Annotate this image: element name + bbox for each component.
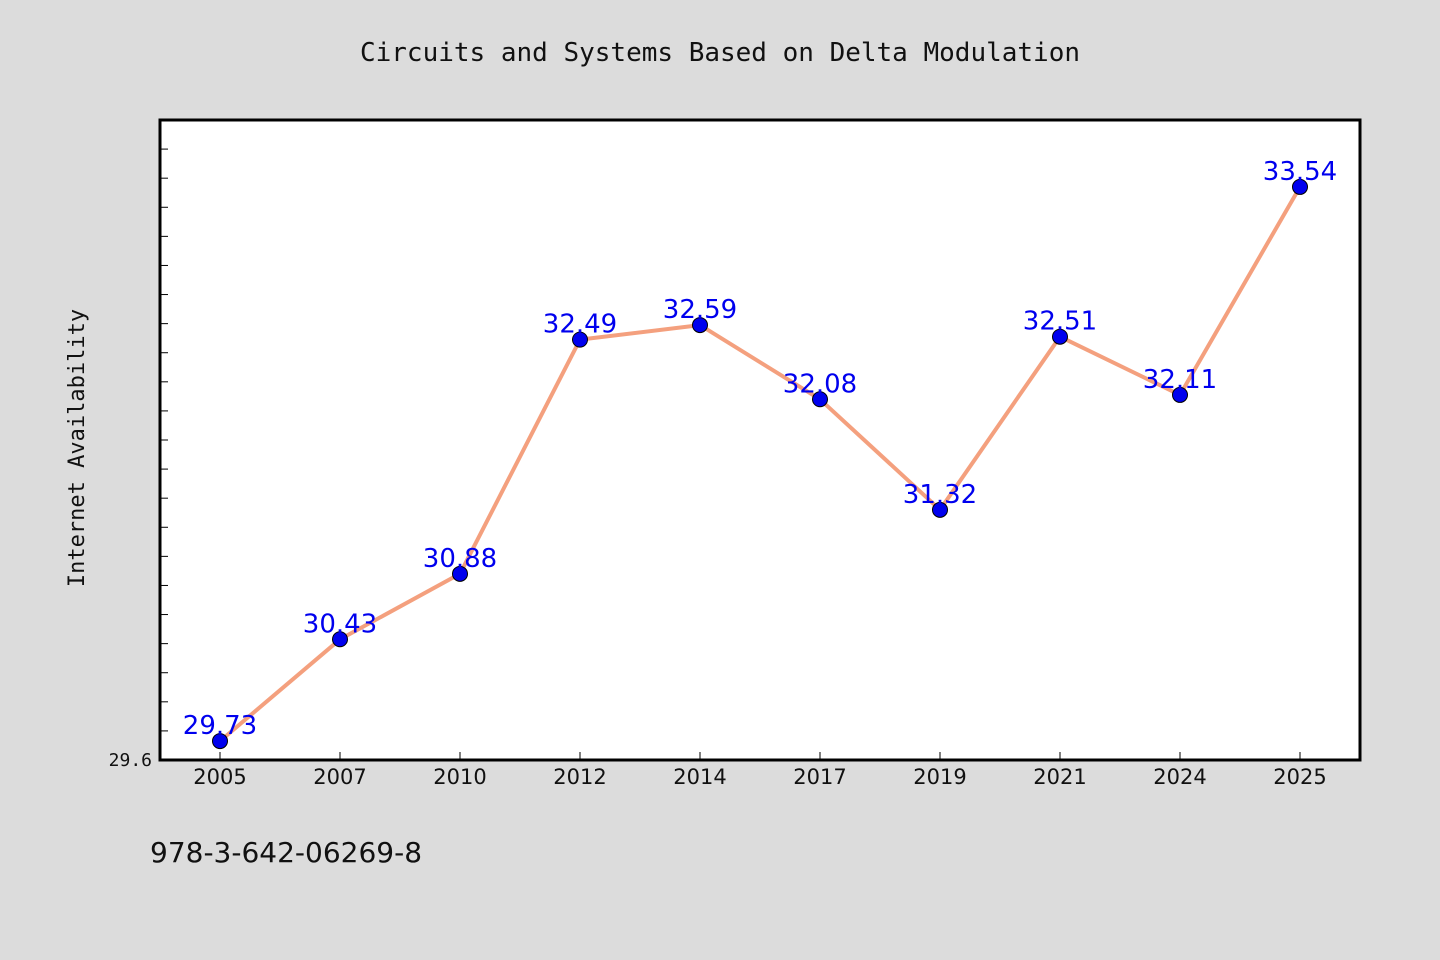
plot-frame — [158, 118, 1362, 762]
x-tick-label: 2010 — [433, 765, 486, 789]
x-tick-label: 2019 — [913, 765, 966, 789]
data-label: 30.88 — [423, 544, 497, 574]
series-line-layer — [218, 184, 1302, 744]
data-point — [1052, 328, 1068, 345]
data-point — [1172, 386, 1188, 403]
data-point — [572, 331, 588, 348]
data-label: 32.11 — [1143, 365, 1217, 395]
x-tick-label: 2005 — [193, 765, 246, 789]
x-tick-label: 2021 — [1033, 765, 1086, 789]
data-point — [452, 565, 468, 582]
chart-title: Circuits and Systems Based on Delta Modu… — [360, 38, 1080, 68]
x-tick-label: 2012 — [553, 765, 606, 789]
x-axis-ticks: 2005 2007 2010 2012 2014 2017 2019 2021 2024 2025 — [193, 752, 1327, 789]
data-labels: 29.73 30.43 30.88 32.49 32.59 32.08 31.32 32.51… — [183, 157, 1337, 741]
x-tick-label: 2014 — [673, 765, 726, 789]
isbn-footer: 978-3-642-06269-8 — [150, 836, 422, 869]
data-label: 29.73 — [183, 711, 257, 741]
data-label: 31.32 — [903, 480, 977, 510]
data-label: 32.51 — [1023, 307, 1097, 337]
data-label: 32.08 — [783, 369, 857, 399]
series-line — [218, 184, 1302, 744]
data-markers — [212, 178, 1308, 750]
x-tick-label: 2007 — [313, 765, 366, 789]
data-point — [812, 391, 828, 408]
data-label: 33.54 — [1263, 157, 1337, 187]
data-label: 32.49 — [543, 310, 617, 340]
y-axis-label: Internet Availability — [65, 309, 90, 587]
data-point — [332, 631, 348, 648]
y-tick-label: 29.6 — [109, 750, 152, 771]
plot-area — [160, 120, 1360, 760]
x-tick-label: 2017 — [793, 765, 846, 789]
data-point — [1292, 178, 1308, 195]
x-tick-label: 2024 — [1153, 765, 1206, 789]
data-label: 32.59 — [663, 295, 737, 325]
data-point — [692, 317, 708, 334]
data-label: 30.43 — [303, 609, 377, 639]
data-point — [212, 733, 228, 750]
data-point — [932, 501, 948, 518]
x-tick-label: 2025 — [1273, 765, 1326, 789]
